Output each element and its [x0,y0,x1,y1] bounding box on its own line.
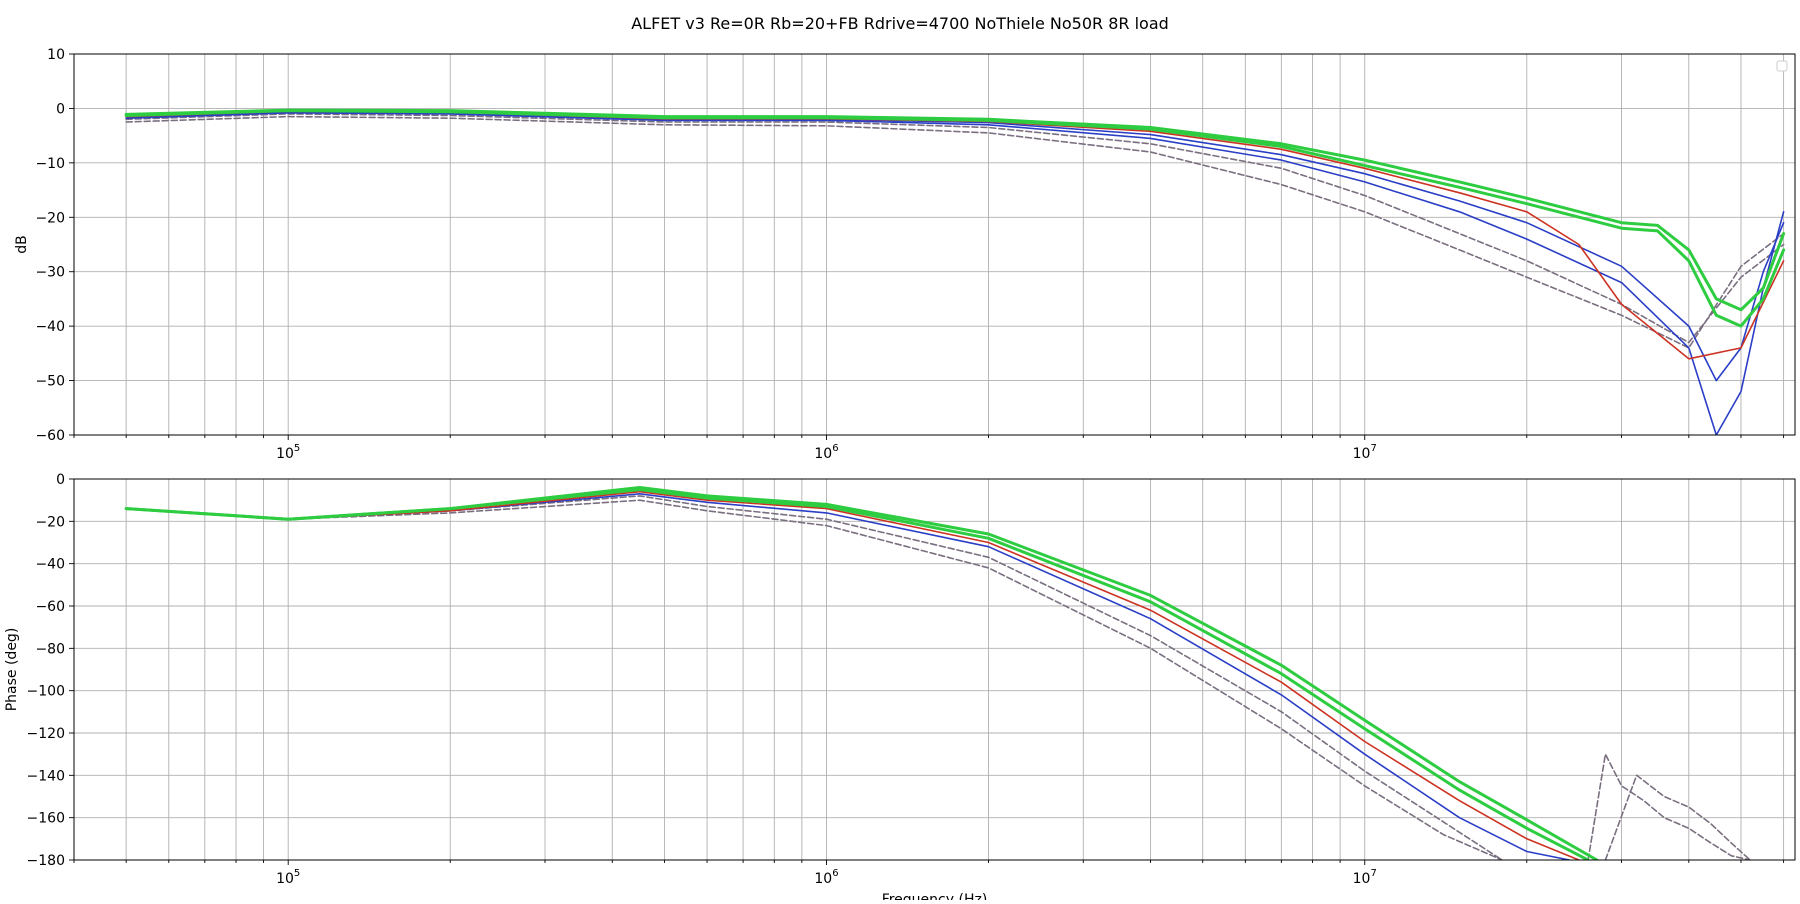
phase-axes-frame [73,478,1796,861]
y-tick-label: −40 [35,319,65,335]
blue-series-line [125,110,1785,382]
dashed-series-line [125,499,1503,860]
green-series-line [124,486,1599,860]
y-tick-label: −120 [27,726,65,742]
y-tick-label: 0 [56,472,65,488]
y-tick-label: −60 [35,428,65,444]
x-tick-label: 105 [276,443,300,462]
y-tick-label: −80 [35,641,65,657]
dashed-series-line [1604,774,1751,860]
magnitude-axes-frame [73,53,1796,436]
x-tick-label: 105 [276,868,300,887]
legend-box [1776,60,1788,72]
y-tick-label: −20 [35,210,65,226]
x-tick-label: 106 [814,443,838,462]
magnitude-ylabel: dB [14,235,30,254]
y-tick-label: −50 [35,374,65,390]
red-series-line [125,110,1785,360]
phase-xlabel: Frequency (Hz) [882,892,988,900]
y-tick-label: −180 [27,853,65,869]
x-tick-label: 107 [1353,443,1377,462]
y-tick-label: −30 [35,265,65,281]
y-tick-label: −40 [35,557,65,573]
red-series-line [125,490,1580,860]
y-tick-label: 10 [47,47,65,63]
dashed-series-line [125,495,1503,860]
x-tick-label: 106 [814,868,838,887]
y-tick-label: 0 [56,101,65,117]
green-series-line [124,109,1786,328]
y-tick-label: −10 [35,156,65,172]
blue-series-line [125,112,1785,435]
y-tick-label: −160 [27,811,65,827]
green-series-line [124,488,1590,860]
phase-ylabel: Phase (deg) [4,628,20,712]
y-tick-label: −60 [35,599,65,615]
phase-axes: 0 −20 −40 −60 −80 −100 −120 −140 −160 −180 105 106 1… [4,472,1796,904]
figure-title: ALFET v3 Re=0R Rb=20+FB Rdrive=4700 NoTh… [631,14,1169,33]
y-tick-label: −20 [35,514,65,530]
magnitude-axes: 10 0 −10 −20 −30 −40 −50 −60 105 106 107 dB [14,47,1796,462]
phase-curves [124,486,1751,860]
x-tick-label: 107 [1353,868,1377,887]
dashed-series-line [125,113,1785,344]
dashed-series-line [1587,753,1751,860]
green-series-line [124,108,1786,312]
magnitude-curves [124,108,1786,435]
dashed-series-line [125,115,1785,349]
y-tick-label: −140 [27,768,65,784]
y-tick-label: −100 [27,684,65,700]
blue-series-line [125,493,1571,860]
